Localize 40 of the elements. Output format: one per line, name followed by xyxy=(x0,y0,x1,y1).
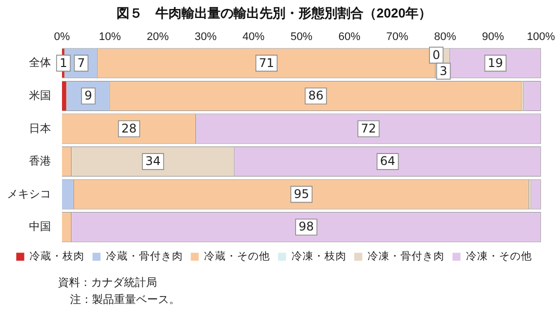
data-label: 86 xyxy=(308,88,324,103)
y-tick-label: 香港 xyxy=(29,154,51,168)
y-tick-label: メキシコ xyxy=(7,188,51,200)
x-tick-label: 0% xyxy=(54,31,70,44)
y-tick-label: 中国 xyxy=(29,220,51,234)
data-label: 7 xyxy=(77,56,85,70)
legend-label: 冷凍・骨付き肉 xyxy=(368,250,444,263)
x-tick-label: 10% xyxy=(98,31,122,44)
x-tick-label: 50% xyxy=(290,31,313,44)
legend-label: 冷蔵・その他 xyxy=(204,250,270,263)
data-label: 9 xyxy=(84,88,92,103)
data-label: 1 xyxy=(60,56,68,70)
x-tick-label: 70% xyxy=(386,31,408,44)
x-tick-label: 100% xyxy=(526,31,556,44)
x-tick-label: 80% xyxy=(434,31,456,44)
x-tick-label: 60% xyxy=(338,31,361,44)
x-tick-label: 30% xyxy=(194,31,217,44)
data-label: 19 xyxy=(488,56,504,70)
x-tick-label: 40% xyxy=(242,31,265,44)
data-label: 95 xyxy=(294,186,310,201)
data-label: 64 xyxy=(380,154,396,168)
data-label: 34 xyxy=(145,154,161,168)
y-tick-label: 全体 xyxy=(29,57,51,70)
x-tick-label: 90% xyxy=(482,31,504,44)
data-label: 28 xyxy=(121,121,137,136)
text: 資料：カナダ統計局 xyxy=(58,275,158,291)
data-label: 72 xyxy=(360,121,376,136)
data-label: 98 xyxy=(298,220,314,234)
legend-label: 冷凍・枝肉 xyxy=(291,250,346,263)
legend-label: 冷蔵・枝肉 xyxy=(30,250,84,263)
data-label: 3 xyxy=(440,64,448,78)
y-tick-label: 日本 xyxy=(29,122,51,135)
x-tick-label: 20% xyxy=(146,31,170,44)
data-label: 71 xyxy=(258,56,274,70)
text: 注：製品重量ベース。 xyxy=(69,292,180,308)
legend-label: 冷蔵・骨付き肉 xyxy=(106,250,183,263)
data-label: 0 xyxy=(432,48,440,62)
chart-title: 図５ 牛肉輸出量の輸出先別・形態別割合（2020年） xyxy=(116,5,432,20)
y-tick-label: 米国 xyxy=(29,89,51,102)
legend-label: 冷凍・その他 xyxy=(466,250,532,263)
